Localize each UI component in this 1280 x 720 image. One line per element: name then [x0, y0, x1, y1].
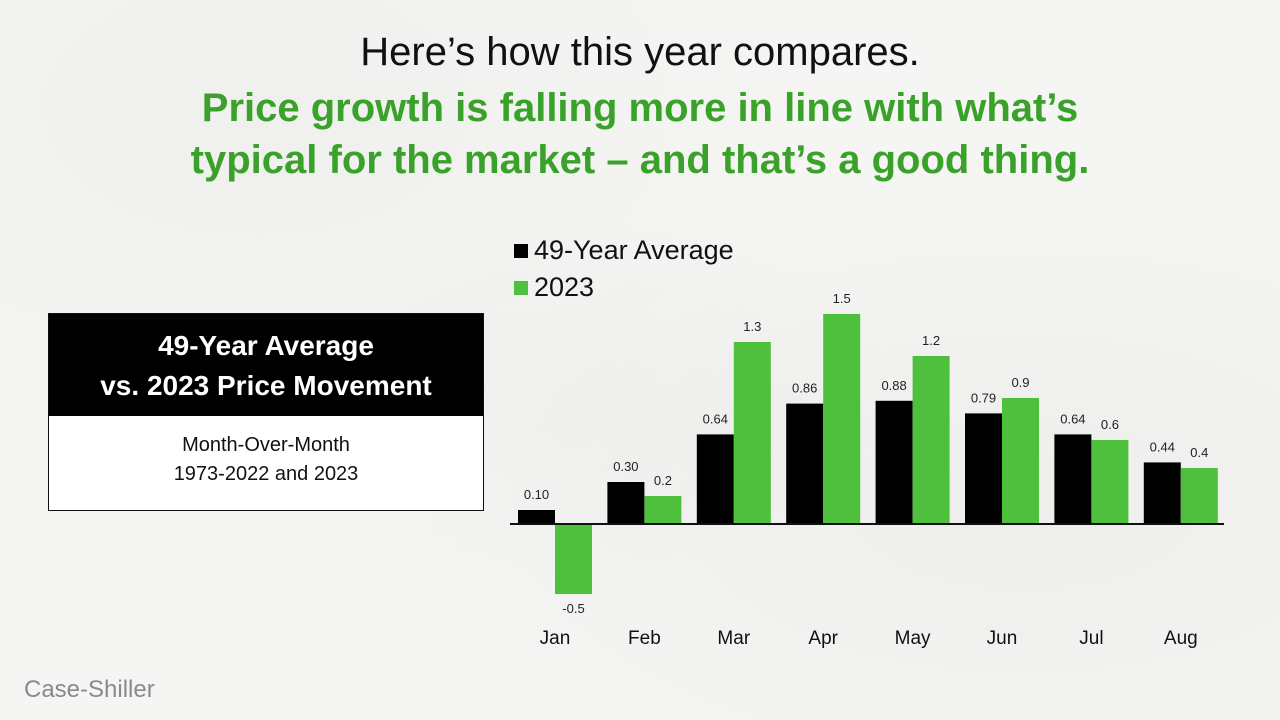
bar-0-jun [965, 413, 1002, 524]
data-label-0-feb: 0.30 [613, 459, 638, 474]
x-tick-label-feb: Feb [628, 628, 661, 649]
data-label-0-mar: 0.64 [703, 411, 728, 426]
x-tick-label-apr: Apr [808, 628, 838, 649]
bar-1-jul [1091, 440, 1129, 524]
bar-0-aug [1143, 462, 1181, 524]
x-tick-label-jun: Jun [987, 628, 1018, 649]
chart-info-box: 49-Year Average vs. 2023 Price Movement … [48, 313, 484, 511]
bar-1-jan [555, 524, 592, 594]
data-label-0-aug: 0.44 [1150, 439, 1175, 454]
data-label-1-aug: 0.4 [1190, 445, 1208, 460]
data-label-1-mar: 1.3 [743, 319, 761, 334]
source-label: Case-Shiller [24, 676, 155, 703]
bar-0-apr [786, 403, 824, 524]
heading-line-3: typical for the market – and that’s a go… [190, 138, 1090, 182]
bar-1-apr [823, 314, 861, 524]
bar-1-feb [644, 496, 682, 524]
bar-0-may [875, 400, 913, 524]
info-box-subtitle-line-2: 1973-2022 and 2023 [173, 463, 359, 485]
data-label-1-jul: 0.6 [1101, 417, 1119, 432]
bar-0-jul [1054, 434, 1092, 524]
x-tick-label-jan: Jan [540, 628, 571, 649]
legend-swatch-0 [514, 244, 528, 258]
data-label-1-apr: 1.5 [833, 291, 851, 306]
info-box-title-line-1: 49-Year Average [158, 330, 374, 361]
x-tick-label-aug: Aug [1164, 628, 1198, 649]
data-label-0-may: 0.88 [881, 378, 906, 393]
heading-line-1: Here’s how this year compares. [360, 30, 920, 74]
legend-swatch-1 [514, 281, 528, 295]
data-label-1-jan: -0.5 [562, 601, 584, 616]
x-tick-label-jul: Jul [1079, 628, 1103, 649]
data-label-1-jun: 0.9 [1011, 375, 1029, 390]
data-label-1-may: 1.2 [922, 333, 940, 348]
data-label-0-apr: 0.86 [792, 381, 817, 396]
bar-0-jan [518, 510, 555, 524]
data-label-0-jan: 0.10 [524, 487, 549, 502]
info-box-header: 49-Year Average vs. 2023 Price Movement [49, 314, 483, 416]
x-tick-label-mar: Mar [717, 628, 750, 649]
bar-1-jun [1002, 398, 1039, 524]
info-box-title-line-2: vs. 2023 Price Movement [100, 370, 432, 401]
bar-1-may [912, 356, 950, 524]
bar-1-mar [733, 342, 771, 524]
legend-label-1: 2023 [534, 272, 594, 302]
legend-label-0: 49-Year Average [534, 235, 734, 265]
bar-1-aug [1180, 468, 1218, 524]
bar-0-feb [607, 482, 645, 524]
data-label-0-jul: 0.64 [1060, 411, 1085, 426]
info-box-subtitle-line-1: Month-Over-Month [182, 434, 350, 456]
bar-0-mar [696, 434, 734, 524]
data-label-1-feb: 0.2 [654, 473, 672, 488]
price-movement-bar-chart: 49-Year Average 2023 0.10 -0.5 Jan 0.30 0.2 Feb… [510, 235, 1224, 649]
heading-line-2: Price growth is falling more in line wit… [201, 86, 1079, 130]
info-box-body: Month-Over-Month 1973-2022 and 2023 [49, 416, 483, 489]
data-label-0-jun: 0.79 [971, 390, 996, 405]
x-tick-label-may: May [895, 628, 931, 649]
